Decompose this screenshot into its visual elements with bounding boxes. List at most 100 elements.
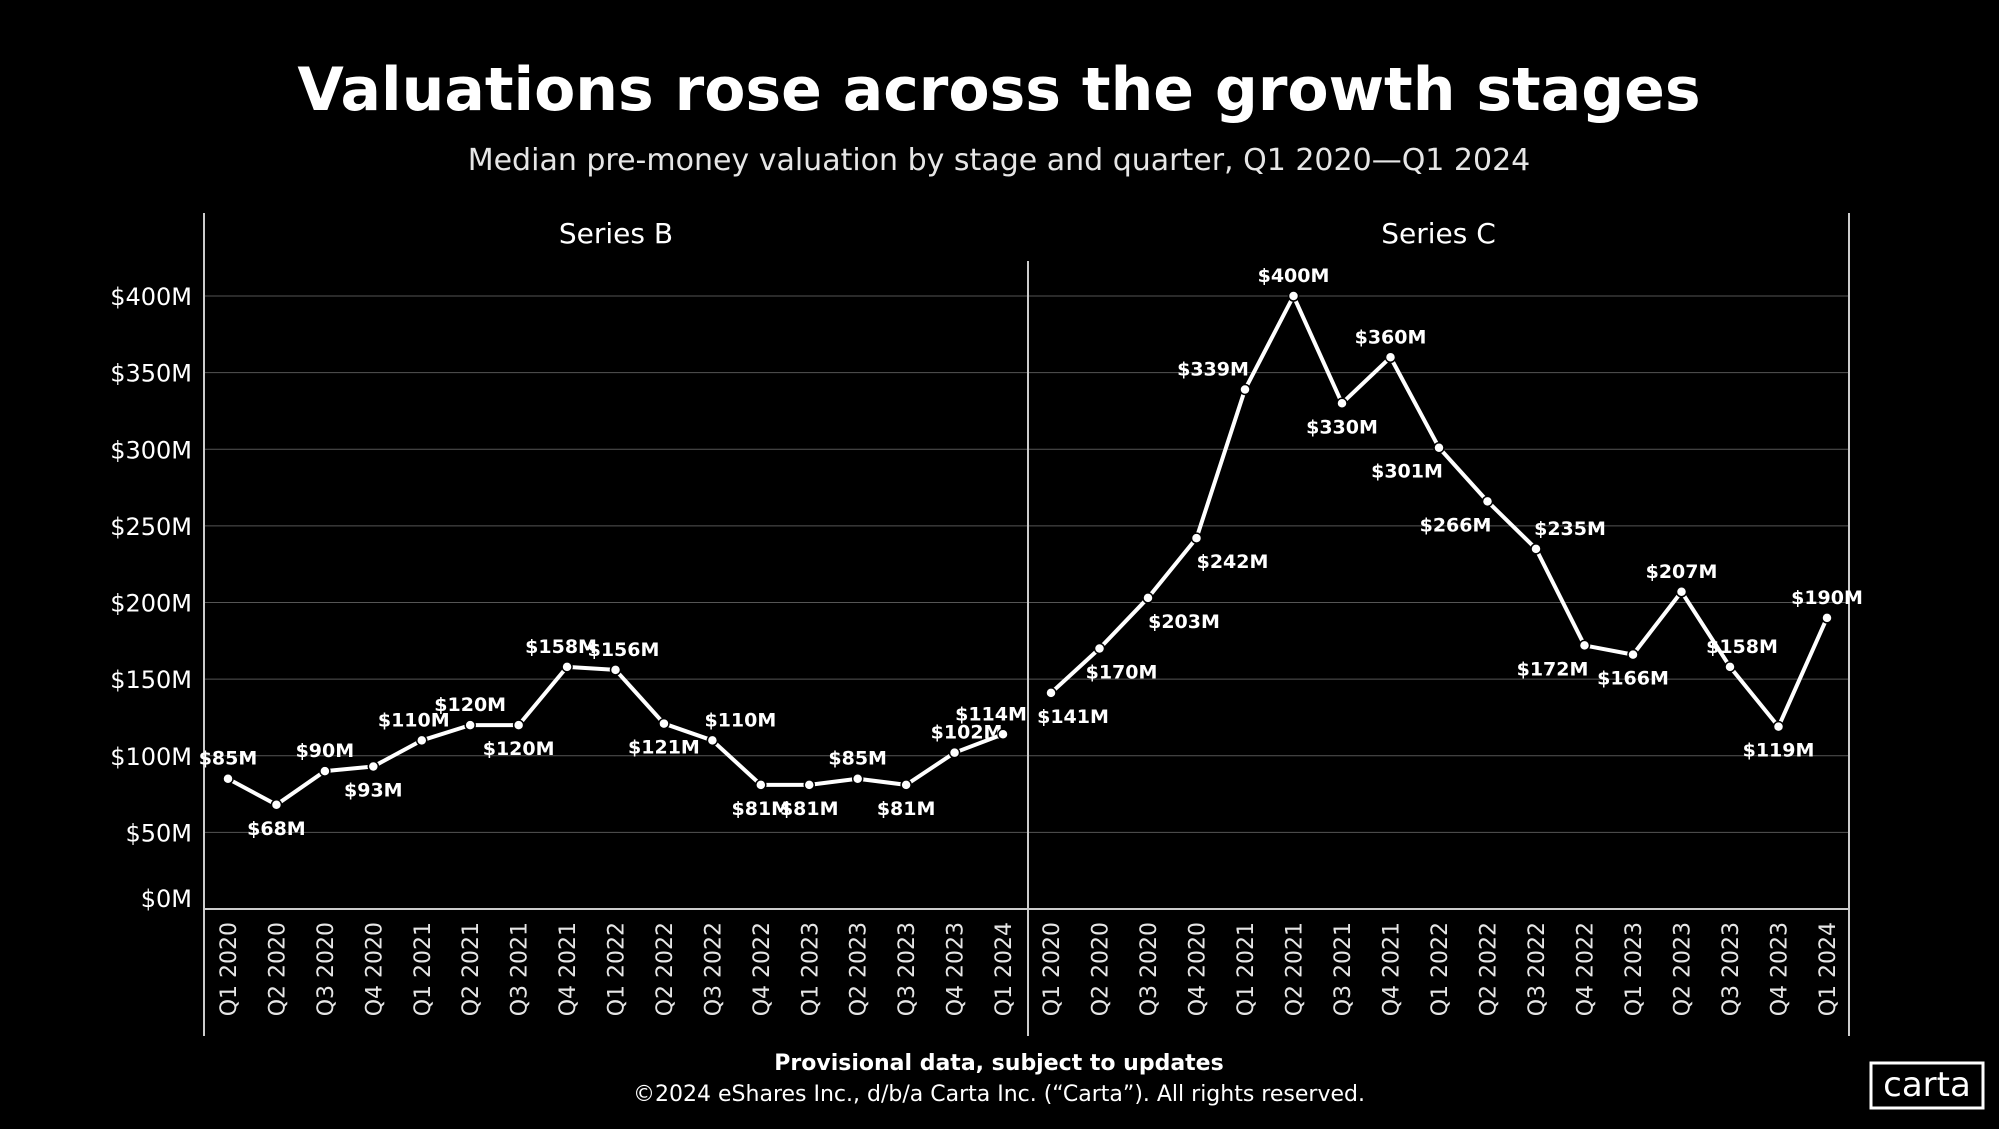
data-label: $242M xyxy=(1197,551,1269,573)
x-tick-label: Q2 2021 xyxy=(1283,922,1308,1016)
x-tick-label: Q1 2020 xyxy=(1040,922,1065,1016)
data-point xyxy=(1384,351,1397,364)
data-point xyxy=(1287,290,1300,302)
data-label: $158M xyxy=(525,636,597,658)
x-tick-label: Q4 2023 xyxy=(944,922,969,1016)
data-label: $235M xyxy=(1534,518,1606,540)
data-point xyxy=(1142,592,1154,604)
data-point xyxy=(1772,720,1785,733)
data-point xyxy=(1724,661,1736,673)
x-tick-label: Q2 2023 xyxy=(847,922,872,1016)
x-tick-label: Q3 2022 xyxy=(1525,922,1550,1016)
x-tick-label: Q3 2020 xyxy=(1137,922,1162,1016)
data-label: $114M xyxy=(955,703,1027,725)
data-label: $166M xyxy=(1597,668,1669,690)
data-point xyxy=(319,765,331,777)
data-label: $360M xyxy=(1355,326,1427,348)
data-point xyxy=(1239,383,1251,396)
y-tick-label: $150M xyxy=(110,666,192,694)
data-label: $81M xyxy=(780,798,839,820)
data-label: $90M xyxy=(296,740,355,762)
carta-logo: carta xyxy=(1869,1061,1985,1110)
x-tick-label: Q2 2021 xyxy=(459,922,484,1016)
data-label: $158M xyxy=(1706,636,1778,658)
data-label: $121M xyxy=(628,737,700,759)
data-point xyxy=(948,746,961,759)
data-label: $190M xyxy=(1791,587,1863,609)
x-tick-label: Q3 2021 xyxy=(1331,922,1356,1016)
data-label: $301M xyxy=(1371,461,1443,483)
footer-copyright: ©2024 eShares Inc., d/b/a Carta Inc. (“C… xyxy=(633,1082,1365,1107)
data-label: $81M xyxy=(732,798,791,820)
data-label: $81M xyxy=(877,798,936,820)
y-tick-label: $400M xyxy=(110,283,192,311)
data-label: $203M xyxy=(1148,611,1220,633)
data-point xyxy=(1481,495,1494,508)
data-point xyxy=(1530,543,1542,555)
data-point xyxy=(464,719,476,731)
data-point xyxy=(658,717,670,730)
data-label: $120M xyxy=(434,694,506,716)
x-tick-label: Q2 2022 xyxy=(653,922,678,1016)
data-label: $170M xyxy=(1086,661,1158,683)
x-tick-label: Q3 2023 xyxy=(895,922,920,1016)
data-label: $120M xyxy=(483,738,555,760)
y-tick-label: $100M xyxy=(110,743,192,771)
x-tick-label: Q4 2021 xyxy=(1380,922,1405,1016)
x-tick-label: Q1 2023 xyxy=(798,922,823,1016)
data-point xyxy=(222,772,234,785)
x-tick-label: Q4 2020 xyxy=(1186,922,1211,1016)
x-tick-label: Q2 2022 xyxy=(1477,922,1502,1016)
data-label: $93M xyxy=(344,779,403,801)
data-label: $156M xyxy=(588,639,660,661)
x-tick-label: Q1 2024 xyxy=(992,922,1017,1016)
chart-title: Valuations rose across the growth stages xyxy=(297,55,1700,125)
series-line xyxy=(1049,294,1829,729)
y-tick-label: $350M xyxy=(110,360,192,388)
panel-title: Series B xyxy=(559,217,673,250)
data-point xyxy=(270,799,283,811)
panel-header-bg xyxy=(205,213,1848,261)
data-label: $110M xyxy=(704,709,776,731)
y-tick-label: $0M xyxy=(141,885,192,913)
svg-text:carta: carta xyxy=(1883,1065,1971,1105)
data-point xyxy=(997,728,1009,741)
y-tick-label: $50M xyxy=(125,819,192,847)
panel-title: Series C xyxy=(1381,217,1496,250)
y-tick-label: $200M xyxy=(110,590,192,618)
x-tick-label: Q2 2023 xyxy=(1671,922,1696,1016)
data-point xyxy=(609,664,622,676)
data-label: $68M xyxy=(247,818,306,840)
data-point xyxy=(512,719,525,731)
data-point xyxy=(367,760,380,773)
x-tick-label: Q3 2021 xyxy=(508,922,533,1016)
y-tick-label: $250M xyxy=(110,513,192,541)
data-label: $400M xyxy=(1258,265,1330,287)
data-label: $330M xyxy=(1306,416,1378,438)
data-label: $85M xyxy=(828,748,887,770)
y-tick-label: $300M xyxy=(110,436,192,464)
x-tick-label: Q3 2023 xyxy=(1719,922,1744,1016)
x-tick-label: Q1 2022 xyxy=(605,922,630,1016)
x-tick-label: Q4 2020 xyxy=(362,922,387,1016)
data-label: $339M xyxy=(1177,358,1249,380)
footer-note: Provisional data, subject to updates xyxy=(774,1051,1223,1076)
data-point xyxy=(416,734,428,747)
data-label: $119M xyxy=(1743,740,1815,762)
data-label: $266M xyxy=(1420,514,1492,536)
x-tick-label: Q1 2021 xyxy=(1234,922,1259,1016)
x-tick-label: Q1 2023 xyxy=(1622,922,1647,1016)
data-point xyxy=(1336,397,1348,410)
x-tick-label: Q3 2022 xyxy=(701,922,726,1016)
data-point xyxy=(706,734,719,747)
x-tick-label: Q2 2020 xyxy=(1089,922,1114,1016)
data-point xyxy=(803,779,815,791)
data-label: $207M xyxy=(1646,561,1718,583)
data-point xyxy=(1821,612,1833,624)
x-tick-label: Q4 2021 xyxy=(556,922,581,1016)
data-point xyxy=(561,661,573,673)
data-point xyxy=(755,779,767,791)
data-label: $110M xyxy=(378,709,450,731)
data-point xyxy=(851,772,864,785)
